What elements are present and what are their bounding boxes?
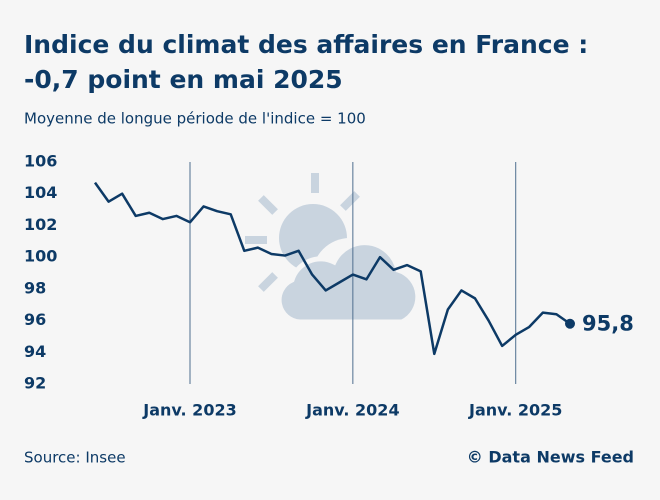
y-tick-label: 102	[24, 215, 57, 234]
y-tick-label: 100	[24, 247, 57, 266]
end-point	[565, 318, 575, 329]
chart-title: -0,7 point en mai 2025	[24, 65, 343, 94]
y-tick-label: 106	[24, 152, 57, 171]
weather-icon	[245, 173, 421, 325]
line	[93, 181, 571, 356]
y-tick-label: 92	[24, 374, 46, 393]
x-tick-label: Janv. 2025	[468, 401, 562, 420]
x-tick-label: Janv. 2024	[305, 401, 399, 420]
y-tick-label: 104	[24, 183, 57, 202]
source: Source: Insee	[24, 449, 126, 467]
y-tick-label: 98	[24, 278, 46, 297]
x-tick-label: Janv. 2023	[142, 401, 236, 420]
chart-title: Indice du climat des affaires en France …	[24, 30, 588, 59]
credit: © Data News Feed	[467, 448, 634, 467]
y-tick-label: 94	[24, 342, 46, 361]
value-label: 95,8	[582, 312, 634, 336]
chart-subtitle: Moyenne de longue période de l'indice = …	[24, 110, 366, 128]
y-tick-label: 96	[24, 310, 46, 329]
